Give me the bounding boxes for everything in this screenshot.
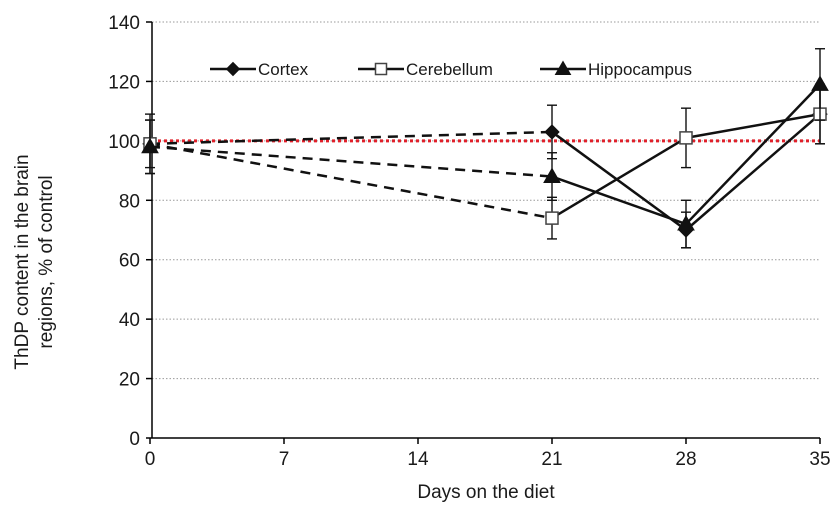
series	[141, 48, 829, 249]
legend: Cortex Cerebellum Hippocampus	[210, 60, 692, 79]
cerebellum-segment-0	[149, 142, 553, 220]
y-tick-label-140: 140	[108, 13, 140, 34]
hippocampus-segment-0	[149, 145, 553, 178]
hippocampus-segment-2	[685, 83, 821, 225]
legend-label-cortex: Cortex	[258, 60, 309, 79]
series-cerebellum	[143, 83, 827, 240]
y-tick-label-80: 80	[119, 191, 140, 212]
y-tick-label-0: 0	[129, 429, 140, 450]
x-tick-label-21: 21	[541, 449, 562, 470]
legend-label-cerebellum: Cerebellum	[406, 60, 493, 79]
y-tick-label-20: 20	[119, 370, 140, 391]
hippocampus-point-28	[677, 215, 695, 231]
cerebellum-segment-2	[685, 112, 821, 140]
y-tick-label-100: 100	[108, 132, 140, 153]
y-axis-title-line-1: ThDP content in the brain	[12, 154, 33, 369]
y-axis-title: ThDP content in the brain regions, % of …	[12, 154, 57, 369]
x-tick-label-7: 7	[279, 449, 290, 470]
series-hippocampus	[141, 48, 829, 249]
series-cortex	[142, 83, 828, 249]
cerebellum-segment-1	[551, 136, 687, 220]
legend-label-hippocampus: Hippocampus	[588, 60, 692, 79]
y-tick-label-60: 60	[119, 251, 140, 272]
ticks: 0 20 40 60 80 100 120 140 0 7 14 21 28 35	[108, 13, 830, 470]
legend-marker-hippocampus	[554, 60, 572, 75]
y-axis-title-line-2: regions, % of control	[36, 175, 57, 348]
x-tick-label-35: 35	[809, 449, 830, 470]
cortex-segment-2	[685, 113, 821, 231]
legend-marker-cerebellum	[374, 62, 388, 76]
x-tick-label-28: 28	[675, 449, 696, 470]
legend-marker-cortex	[225, 61, 241, 77]
cerebellum-point-28	[679, 131, 693, 145]
cortex-segment-1	[551, 130, 687, 232]
cortex-point-21	[544, 124, 560, 140]
hippocampus-point-35	[811, 75, 829, 91]
hippocampus-segment-1	[551, 175, 687, 226]
hippocampus-point-21	[543, 167, 561, 184]
x-tick-label-14: 14	[407, 449, 429, 470]
axes	[151, 22, 820, 439]
cerebellum-point-21	[545, 211, 559, 225]
y-tick-label-40: 40	[119, 310, 140, 331]
y-tick-label-120: 120	[108, 72, 140, 93]
x-tick-label-0: 0	[145, 449, 156, 470]
x-axis-title: Days on the diet	[417, 482, 555, 503]
hippocampus-point-0	[141, 137, 159, 154]
